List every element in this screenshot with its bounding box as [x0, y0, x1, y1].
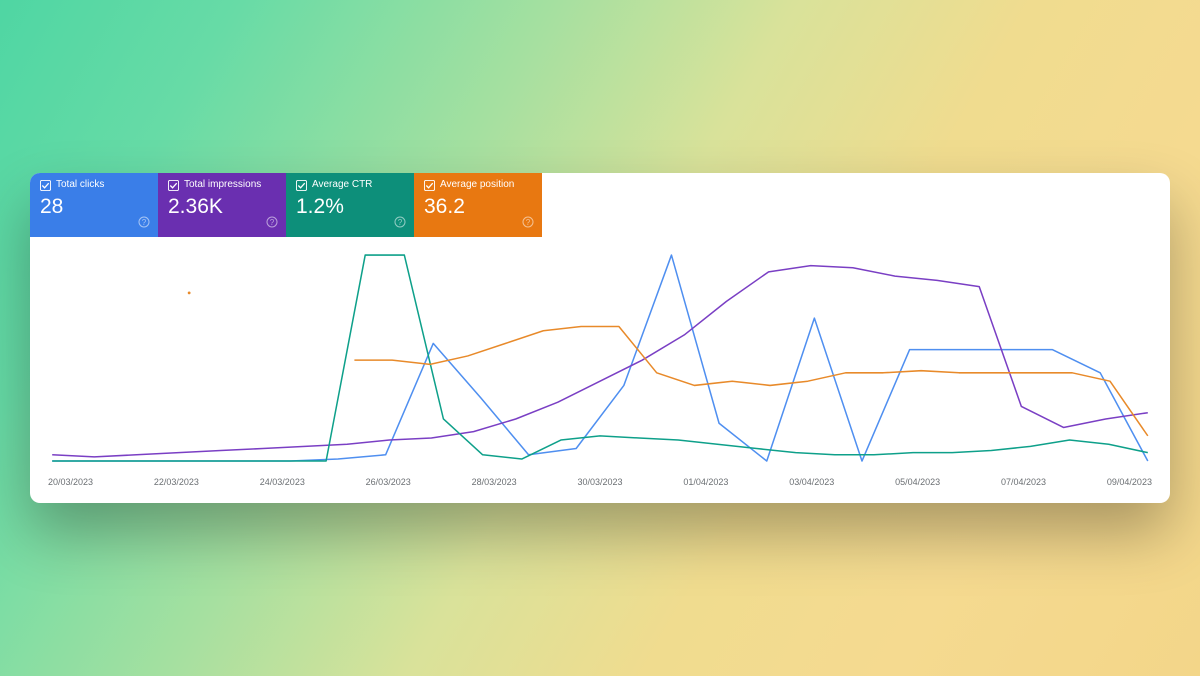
- stray-point: [188, 291, 191, 294]
- x-axis-label: 01/04/2023: [683, 477, 728, 487]
- metric-total-clicks[interactable]: Total clicks 28?: [30, 173, 158, 237]
- checkbox-icon: [40, 180, 51, 191]
- x-axis-label: 26/03/2023: [366, 477, 411, 487]
- x-axis-label: 30/03/2023: [577, 477, 622, 487]
- metric-value: 36.2: [424, 196, 532, 217]
- svg-text:?: ?: [142, 218, 147, 227]
- help-icon[interactable]: ?: [266, 216, 278, 231]
- metric-label: Average position: [440, 180, 514, 190]
- metric-label: Total impressions: [184, 180, 261, 190]
- series-ctr: [52, 255, 1148, 461]
- chart-container: 20/03/2023 22/03/2023 24/03/2023 26/03/2023…: [30, 237, 1170, 503]
- checkbox-icon: [168, 180, 179, 191]
- checkbox-icon: [296, 180, 307, 191]
- metric-label: Average CTR: [312, 180, 372, 190]
- x-axis-label: 03/04/2023: [789, 477, 834, 487]
- analytics-card: Total clicks28?Total impressions2.36K?Av…: [30, 173, 1170, 503]
- help-icon[interactable]: ?: [138, 216, 150, 231]
- metrics-row: Total clicks28?Total impressions2.36K?Av…: [30, 173, 1170, 237]
- metric-label: Total clicks: [56, 180, 104, 190]
- checkbox-icon: [424, 180, 435, 191]
- help-icon[interactable]: ?: [394, 216, 406, 231]
- svg-text:?: ?: [526, 218, 531, 227]
- metric-average-ctr[interactable]: Average CTR 1.2%?: [286, 173, 414, 237]
- metric-value: 1.2%: [296, 196, 404, 217]
- x-axis-labels: 20/03/2023 22/03/2023 24/03/2023 26/03/2023…: [34, 471, 1166, 489]
- x-axis-label: 09/04/2023: [1107, 477, 1152, 487]
- metric-average-position[interactable]: Average position 36.2?: [414, 173, 542, 237]
- series-position: [354, 326, 1147, 435]
- help-icon[interactable]: ?: [522, 216, 534, 231]
- metric-total-impressions[interactable]: Total impressions 2.36K?: [158, 173, 286, 237]
- svg-text:?: ?: [270, 218, 275, 227]
- x-axis-label: 20/03/2023: [48, 477, 93, 487]
- series-clicks: [52, 255, 1148, 461]
- x-axis-label: 22/03/2023: [154, 477, 199, 487]
- x-axis-label: 24/03/2023: [260, 477, 305, 487]
- metric-value: 2.36K: [168, 196, 276, 217]
- metric-value: 28: [40, 196, 148, 217]
- x-axis-label: 05/04/2023: [895, 477, 940, 487]
- line-chart: [34, 249, 1166, 471]
- series-impressions: [52, 265, 1148, 456]
- x-axis-label: 28/03/2023: [472, 477, 517, 487]
- x-axis-label: 07/04/2023: [1001, 477, 1046, 487]
- svg-text:?: ?: [398, 218, 403, 227]
